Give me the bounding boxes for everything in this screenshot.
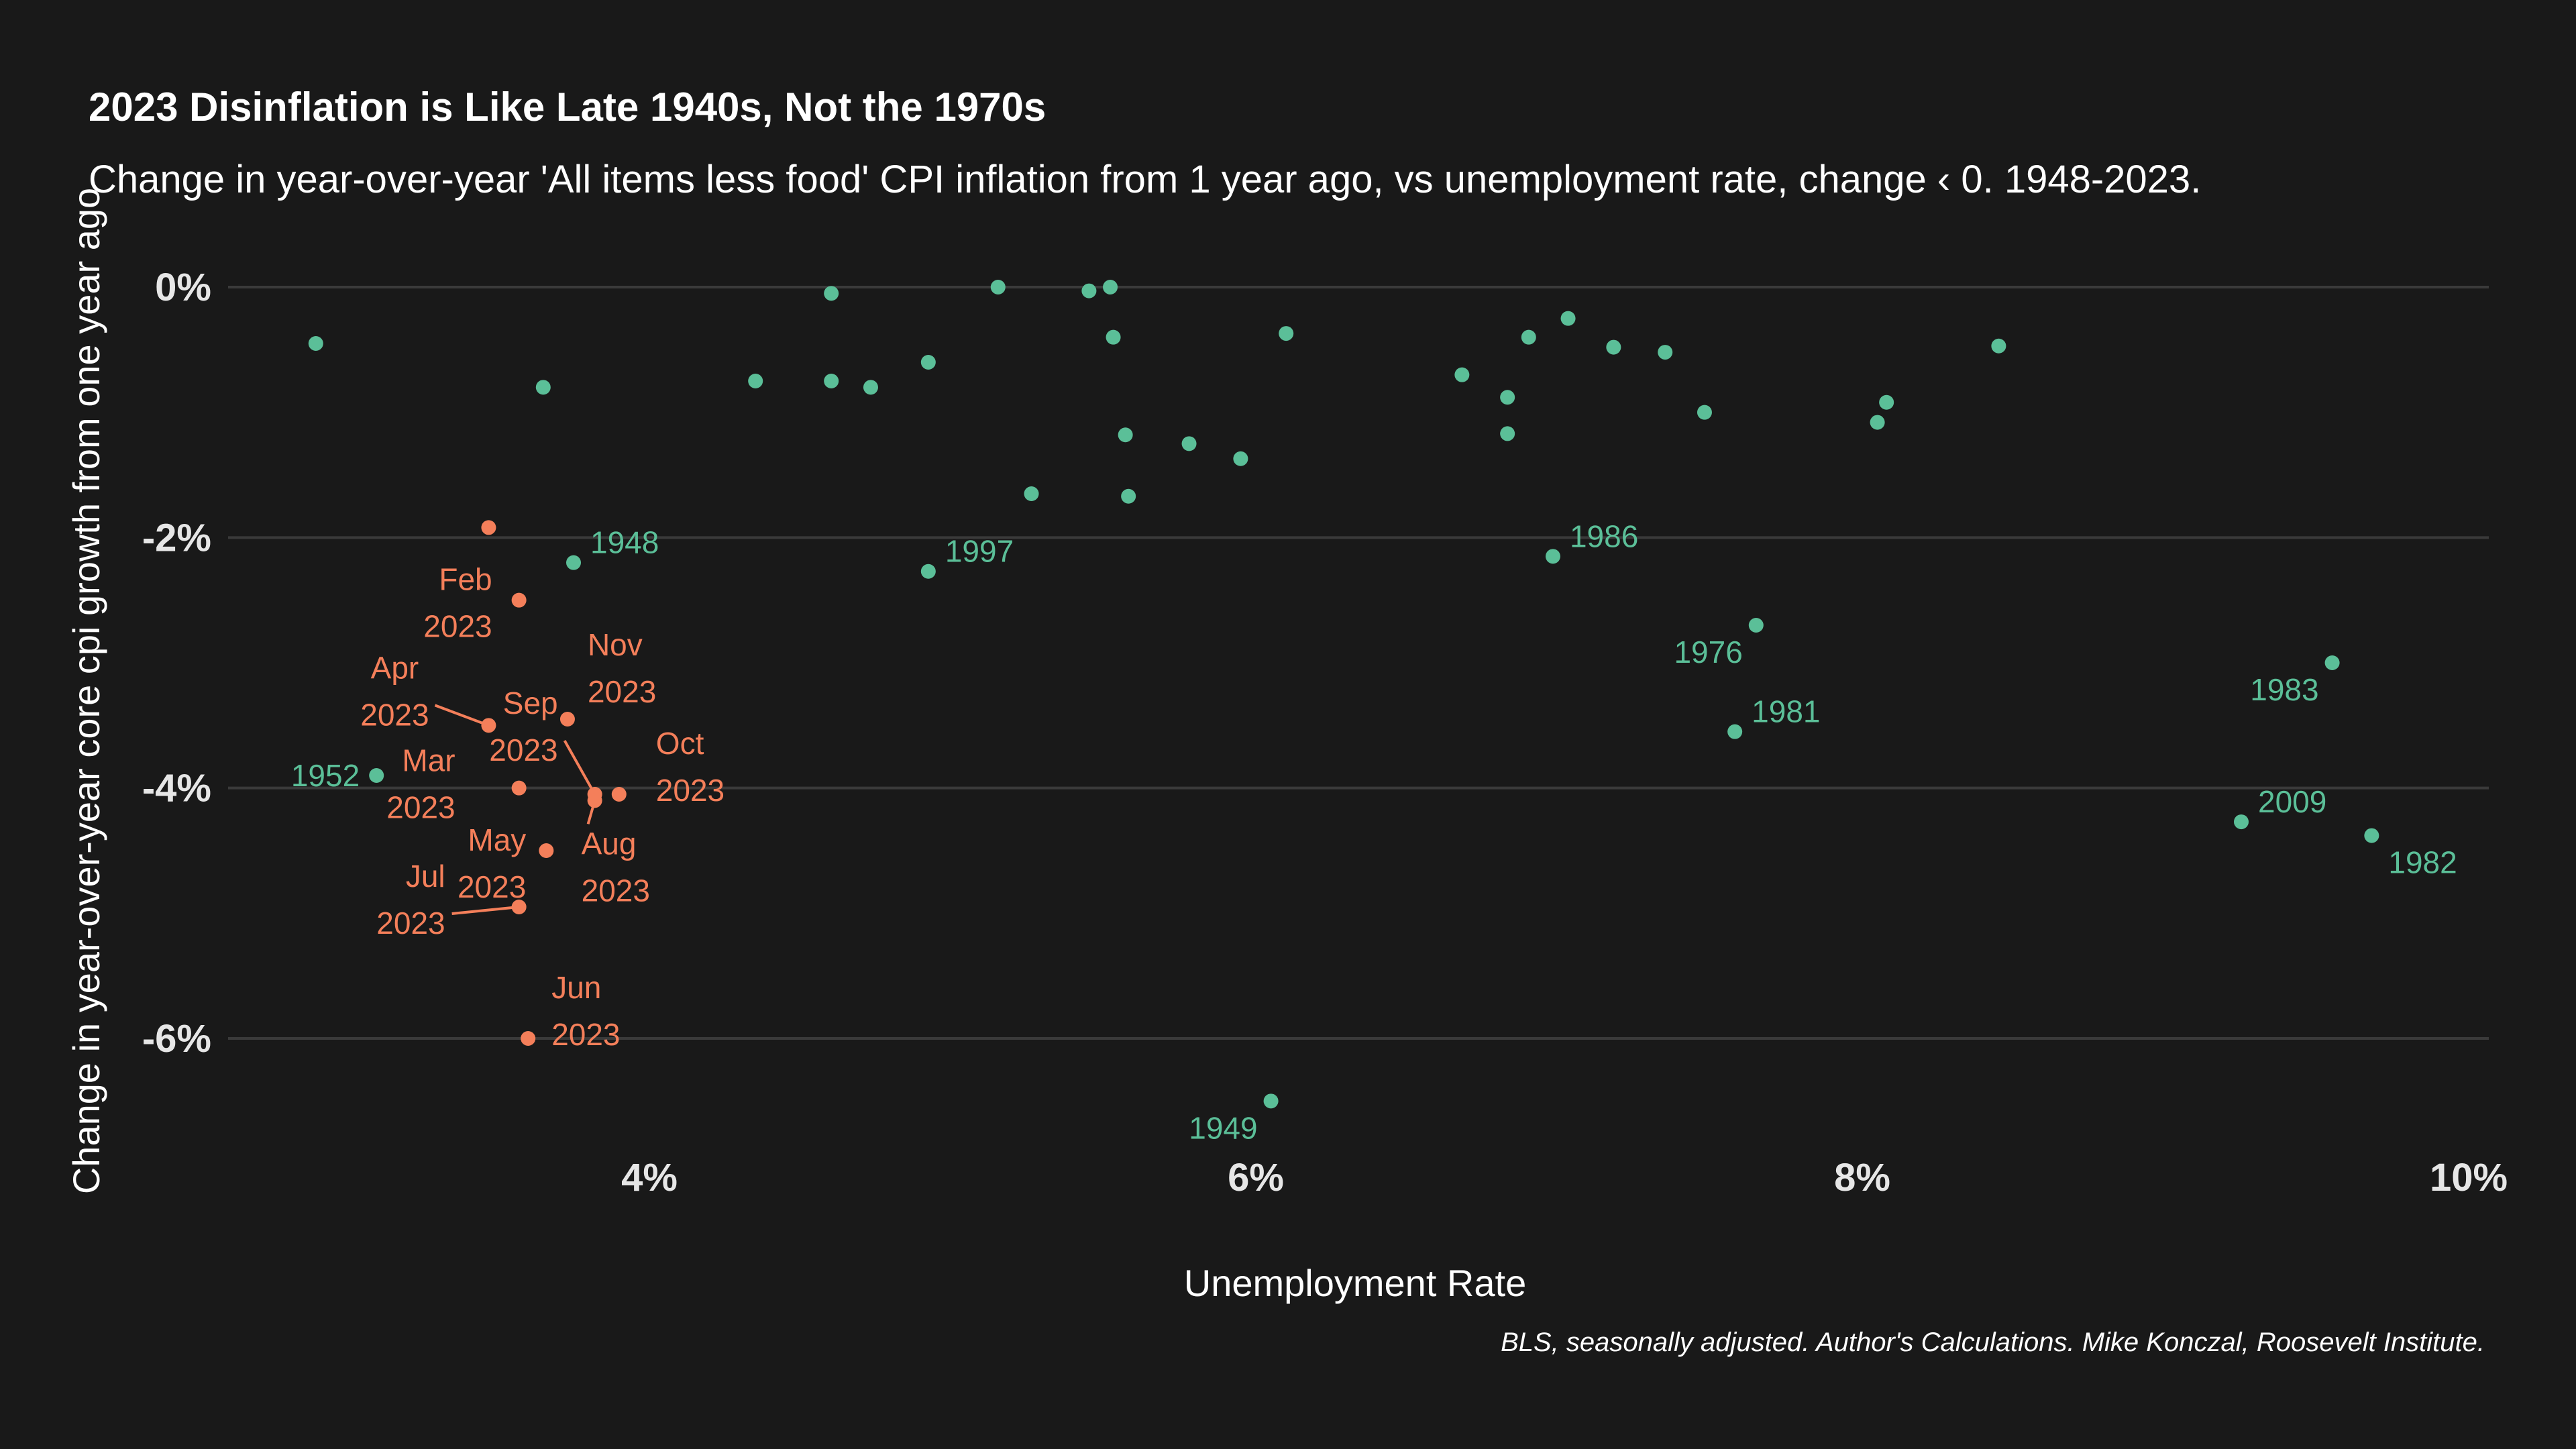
point-label: Sep 2023	[489, 686, 557, 767]
data-point-2023	[521, 1031, 536, 1046]
chart-subtitle: Change in year-over-year 'All items less…	[89, 158, 2201, 201]
data-point	[1500, 390, 1515, 405]
data-point	[308, 336, 323, 351]
x-axis-ticks: 4% 6% 8% 10%	[621, 1156, 2508, 1199]
chart-title: 2023 Disinflation is Like Late 1940s, No…	[89, 85, 1046, 129]
point-label: 1976	[1674, 635, 1742, 669]
data-point	[920, 355, 936, 370]
data-point	[1560, 311, 1576, 326]
data-point	[920, 564, 936, 579]
y-axis-ticks: 0% -2% -4% -6%	[142, 266, 211, 1061]
data-point	[369, 768, 384, 783]
data-point	[824, 374, 839, 388]
label-leader-line	[563, 740, 596, 795]
data-point	[863, 380, 878, 395]
data-point	[1279, 326, 1294, 341]
label-leader-line	[434, 704, 490, 727]
source-caption: BLS, seasonally adjusted. Author's Calcu…	[1501, 1328, 2485, 1357]
point-label: May 2023	[458, 822, 526, 904]
data-point-2023	[481, 520, 496, 535]
point-label: Aug 2023	[582, 826, 650, 908]
y-axis-title: Change in year-over-year core cpi growth…	[65, 188, 107, 1194]
data-point	[2234, 814, 2249, 830]
data-point	[1024, 486, 1039, 501]
point-label: 1982	[2388, 845, 2457, 880]
point-label: 1948	[590, 525, 659, 560]
point-label: Mar 2023	[386, 743, 455, 825]
data-point	[1500, 426, 1515, 441]
point-label: Jun 2023	[551, 970, 620, 1052]
data-point	[1606, 339, 1621, 355]
data-point	[1263, 1093, 1279, 1109]
data-point	[1658, 345, 1673, 360]
data-point-2023	[539, 843, 554, 858]
data-point	[1106, 329, 1121, 345]
data-points	[308, 280, 2379, 1109]
gridlines	[228, 286, 2489, 1040]
y-tick-label: -4%	[142, 767, 211, 810]
point-label: Jul 2023	[376, 859, 445, 941]
y-tick-label: -6%	[142, 1017, 211, 1061]
data-point	[990, 280, 1006, 294]
x-tick-label: 4%	[621, 1156, 678, 1199]
point-label: Nov 2023	[588, 627, 656, 709]
point-label: 1986	[1570, 519, 1638, 553]
point-label: 1983	[2250, 672, 2318, 707]
data-point	[1545, 549, 1560, 564]
data-point-2023	[511, 592, 527, 608]
data-point-2023	[611, 787, 627, 802]
data-point	[2324, 655, 2340, 670]
point-label: Apr 2023	[360, 650, 429, 732]
data-point	[566, 555, 581, 570]
point-label: Oct 2023	[656, 726, 724, 808]
point-label: 1981	[1752, 694, 1820, 729]
data-point	[535, 380, 551, 395]
x-tick-label: 10%	[2430, 1156, 2508, 1199]
data-point	[1454, 367, 1470, 382]
label-leader-line	[451, 906, 519, 915]
data-point	[1121, 488, 1136, 504]
data-point-2023	[559, 712, 575, 727]
data-point	[1233, 451, 1248, 466]
data-point	[1181, 436, 1197, 451]
y-tick-label: -2%	[142, 516, 211, 559]
data-point	[1118, 427, 1133, 443]
data-point	[1103, 280, 1118, 294]
data-point	[1870, 415, 1885, 430]
point-label: 2009	[2258, 784, 2326, 819]
data-point	[1727, 724, 1743, 739]
data-point	[1991, 338, 2006, 354]
data-point	[1697, 405, 1712, 420]
data-point	[2364, 828, 2379, 843]
point-labels: 1952 1948 1997 1949 1986 1981 1976 2009 1983 1982…	[291, 519, 2457, 1145]
data-point-2023	[511, 780, 527, 796]
data-point	[1521, 329, 1536, 345]
data-point-2023	[511, 900, 527, 914]
data-point	[824, 286, 839, 301]
data-point-2023	[587, 793, 602, 808]
y-tick-label: 0%	[155, 266, 211, 309]
data-point	[1748, 618, 1764, 633]
data-point	[1879, 394, 1894, 410]
x-axis-title: Unemployment Rate	[1184, 1262, 1526, 1304]
x-tick-label: 8%	[1834, 1156, 1890, 1199]
point-label: 1952	[291, 758, 360, 793]
data-point-2023	[481, 718, 496, 733]
point-label: 1949	[1189, 1110, 1257, 1145]
data-point	[748, 374, 763, 388]
point-label: 1997	[945, 534, 1014, 569]
data-point	[1081, 283, 1097, 299]
point-label: Feb 2023	[423, 562, 492, 644]
x-tick-label: 6%	[1228, 1156, 1284, 1199]
